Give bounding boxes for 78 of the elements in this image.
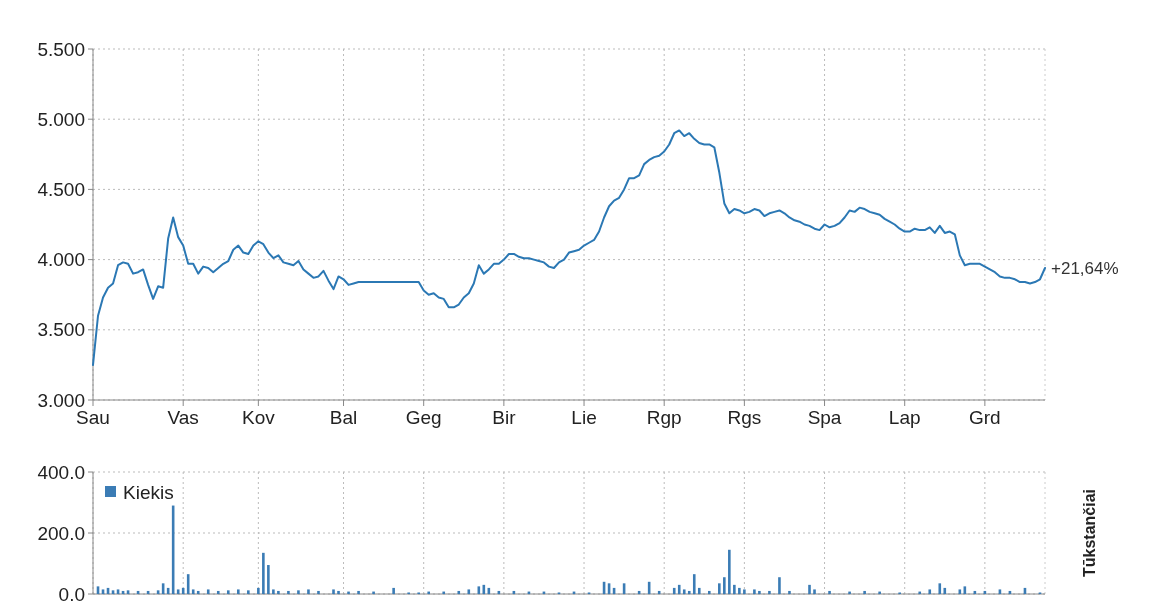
y-tick-label: 5.500 xyxy=(37,38,85,60)
x-tick-label: Lie xyxy=(571,407,597,428)
bar xyxy=(718,583,721,594)
x-tick-label: Rgp xyxy=(646,407,682,428)
bar xyxy=(272,589,275,594)
bar xyxy=(697,587,701,594)
bar xyxy=(427,591,431,594)
x-tick-label: Bir xyxy=(492,407,517,428)
bar xyxy=(753,589,756,594)
y-axis-title: Tūkstančiai xyxy=(1081,488,1098,578)
bar xyxy=(918,591,922,594)
bar xyxy=(457,590,461,594)
line-series xyxy=(92,129,1046,366)
bar xyxy=(277,590,280,594)
bar xyxy=(467,589,471,594)
bar xyxy=(247,590,250,594)
bar xyxy=(297,590,300,594)
bar xyxy=(196,590,200,594)
bar xyxy=(287,590,290,594)
bar xyxy=(943,587,947,594)
x-tick-label: Rgs xyxy=(727,407,762,428)
y-tick-label: 400.0 xyxy=(37,461,85,483)
legend-label: Kiekis xyxy=(123,481,174,503)
x-tick-label: Lap xyxy=(888,407,921,428)
bar xyxy=(768,590,771,594)
bar xyxy=(677,584,681,594)
bar xyxy=(337,590,340,594)
bar xyxy=(728,549,731,594)
y-tick-label: 200.0 xyxy=(37,522,85,544)
bar xyxy=(738,587,741,594)
bar xyxy=(237,589,240,594)
y-tick-label: 0.0 xyxy=(58,583,85,602)
bar xyxy=(878,591,881,594)
x-tick-label: Grd xyxy=(969,407,1001,428)
text: +21,64% xyxy=(1051,258,1119,278)
y-tick-label: 5.000 xyxy=(37,108,85,130)
bar xyxy=(813,589,816,594)
y-tick-label: 4.500 xyxy=(37,179,85,201)
bar xyxy=(928,589,932,594)
bar xyxy=(191,589,195,594)
bar xyxy=(808,584,811,594)
bar xyxy=(267,565,270,594)
bar xyxy=(372,591,375,594)
bar xyxy=(743,589,746,594)
bar xyxy=(687,590,691,594)
x-tick-label: Kov xyxy=(241,407,276,428)
bar xyxy=(206,589,210,594)
bar xyxy=(672,587,676,594)
x-tick-label: Vas xyxy=(167,407,199,428)
y-tick-label: 4.000 xyxy=(37,249,85,271)
bar xyxy=(682,589,686,594)
bar xyxy=(723,577,726,594)
bar xyxy=(733,584,736,594)
bar xyxy=(778,577,781,594)
bar xyxy=(186,574,190,594)
bar xyxy=(347,591,350,594)
bar xyxy=(708,590,711,594)
y-tick-label: 3.500 xyxy=(37,319,85,341)
bar xyxy=(863,590,866,594)
bar xyxy=(307,589,310,594)
bar xyxy=(262,552,265,594)
bar xyxy=(442,591,446,594)
bar xyxy=(216,590,220,594)
bar xyxy=(226,590,230,594)
bar xyxy=(392,587,395,594)
bar xyxy=(257,587,260,594)
bar xyxy=(758,590,761,594)
bar xyxy=(788,590,791,594)
bar xyxy=(692,574,696,594)
bar xyxy=(332,589,335,594)
bar xyxy=(848,591,851,594)
bar xyxy=(828,590,831,594)
bar xyxy=(357,590,360,594)
x-tick-label: Spa xyxy=(807,407,842,428)
bar xyxy=(938,583,942,594)
x-tick-label: Bal xyxy=(329,407,358,428)
bar xyxy=(317,590,320,594)
x-tick-label: Geg xyxy=(405,407,442,428)
